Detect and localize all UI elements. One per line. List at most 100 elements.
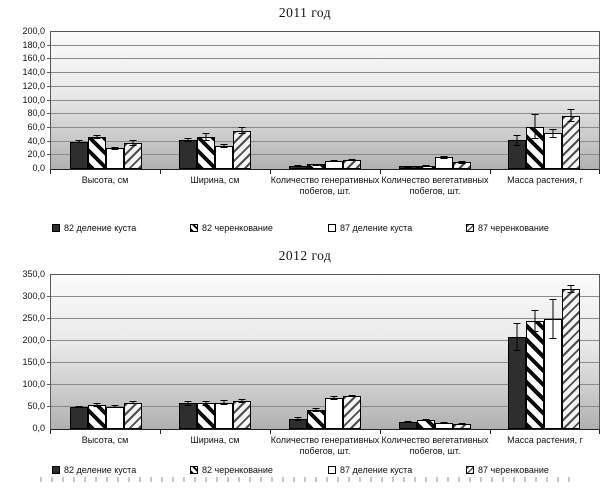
bar [544, 133, 563, 169]
x-category-label: Высота, см [50, 170, 160, 216]
gridline [47, 58, 599, 60]
bar [562, 115, 581, 169]
bar-slot [452, 32, 471, 169]
y-tick-label: 140,0 [22, 67, 45, 78]
y-axis-2012: 0,0 50,0 100,0 150,0 200,0 250,0 300,0 350,0 [14, 269, 50, 433]
error-bar [93, 403, 101, 407]
bar-group [380, 32, 490, 169]
x-category-label: Ширина, см [160, 170, 270, 216]
error-bar [513, 322, 521, 351]
bar [416, 420, 435, 429]
error-bar [75, 140, 83, 143]
error-bar [567, 108, 575, 123]
error-bar [440, 422, 448, 425]
error-bar [312, 163, 320, 166]
gridline [47, 340, 599, 341]
bar-slot [215, 275, 234, 429]
bar-slot [398, 275, 417, 429]
gridline [47, 126, 599, 128]
legend-2011: 82 деление куста 82 черенкование 87 делени… [52, 223, 604, 233]
gridline [47, 384, 599, 385]
gridline [47, 140, 599, 142]
legend-swatch-hatch-bold-down [190, 466, 198, 474]
legend-item: 87 деление куста [328, 223, 466, 233]
x-axis-labels-2012: Высота, см Ширина, см Количество генератив… [50, 430, 600, 462]
error-bar [404, 165, 412, 168]
legend-label: 87 черенкование [478, 223, 549, 233]
bar [69, 141, 88, 169]
bar-group [51, 275, 161, 429]
error-bar [184, 138, 192, 143]
bar-group [489, 275, 599, 429]
bar-slot [69, 275, 88, 429]
bar [342, 396, 361, 429]
bar-slot [434, 32, 453, 169]
error-bar [330, 160, 338, 163]
error-bar [184, 401, 192, 406]
gridline [47, 44, 599, 46]
gridline [47, 113, 599, 115]
error-bar [294, 416, 302, 422]
x-category-label: Масса растения, г [490, 430, 600, 462]
x-category-label: Количество вегетативных побегов, шт. [380, 430, 490, 462]
cropped-caption-fragment [40, 477, 570, 482]
bar-slot [416, 32, 435, 169]
gridline [47, 296, 599, 297]
legend-item: 82 деление куста [52, 223, 190, 233]
error-bar [549, 299, 557, 339]
gridline [47, 72, 599, 74]
error-bar [348, 394, 356, 398]
gridline [47, 362, 599, 363]
y-tick-label: 80,0 [27, 108, 45, 119]
x-category-label: Ширина, см [160, 430, 270, 462]
bar-slot [123, 32, 142, 169]
error-bar [75, 405, 83, 409]
error-bar [238, 127, 246, 135]
bar-slot [123, 275, 142, 429]
y-tick-label: 160,0 [22, 53, 45, 64]
legend-item: 82 черенкование [190, 465, 328, 475]
error-bar [111, 147, 119, 150]
chart-body-2011: 0,0 20,0 40,0 60,0 80,0 100,0 120,0 140,0 160,0 1… [14, 26, 600, 173]
bar-slot [398, 32, 417, 169]
error-bar [513, 134, 521, 146]
error-bar [129, 140, 137, 146]
error-bar [404, 420, 412, 423]
bar [306, 410, 325, 429]
y-tick-label: 20,0 [27, 149, 45, 160]
bar-slot [197, 32, 216, 169]
error-bar [531, 310, 539, 333]
error-bar [294, 164, 302, 167]
legend-swatch-hatch-bold-down [190, 224, 198, 232]
bar-slot [233, 32, 252, 169]
x-axis-labels-2011: Высота, см Ширина, см Количество генератив… [50, 170, 600, 216]
bar-slot [508, 275, 527, 429]
bar [179, 140, 198, 169]
bar [233, 400, 252, 429]
error-bar [238, 398, 246, 404]
legend-item: 87 деление куста [328, 465, 466, 475]
bar-slot [562, 32, 581, 169]
bar [197, 136, 216, 169]
bar [179, 403, 198, 429]
y-tick-label: 250,0 [22, 313, 45, 323]
bar [123, 402, 142, 429]
bar-slot [197, 275, 216, 429]
bar-slot [215, 32, 234, 169]
bar-slot [306, 32, 325, 169]
error-bar [129, 400, 137, 405]
bar [526, 321, 545, 429]
error-bar [330, 396, 338, 400]
error-bar [549, 129, 557, 138]
bar-group [489, 32, 599, 169]
error-bar [422, 419, 430, 422]
legend-label: 82 деление куста [64, 465, 137, 475]
error-bar [458, 160, 466, 164]
bar-slot [288, 32, 307, 169]
y-tick-label: 60,0 [27, 121, 45, 132]
error-bar [202, 401, 210, 406]
bar-slot [288, 275, 307, 429]
y-tick-label: 350,0 [22, 269, 45, 279]
bar-slot [69, 32, 88, 169]
x-category-label: Масса растения, г [490, 170, 600, 216]
